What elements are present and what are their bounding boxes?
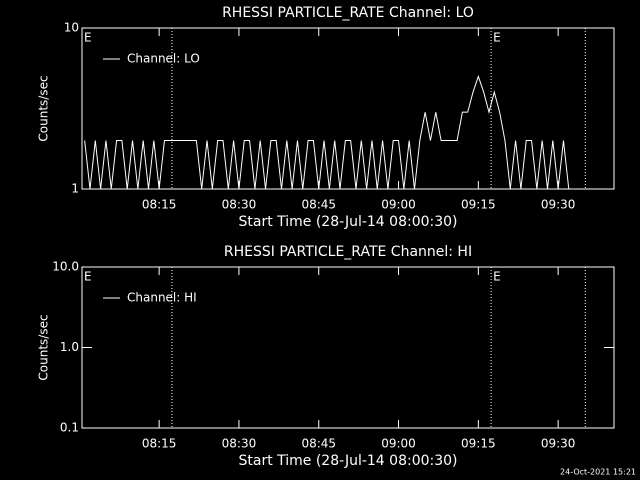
y-tick-label: 1.0 <box>60 340 79 354</box>
chart-title: RHESSI PARTICLE_RATE Channel: LO <box>222 5 474 21</box>
timestamp: 24-Oct-2021 15:21 <box>560 468 636 477</box>
x-tick-label: 09:00 <box>381 437 416 451</box>
x-tick-label: 08:15 <box>142 198 177 212</box>
plot-frame <box>81 27 615 190</box>
y-tick-label: 0.1 <box>60 421 79 435</box>
x-tick-label: 08:45 <box>301 198 336 212</box>
event-label: E <box>493 31 501 45</box>
x-tick-label: 08:45 <box>301 437 336 451</box>
y-axis-title: Counts/sec <box>37 314 51 380</box>
x-axis-title: Start Time (28-Jul-14 08:00:30) <box>238 453 457 469</box>
x-tick-label: 09:15 <box>461 437 496 451</box>
y-tick-label: 1 <box>71 182 79 196</box>
event-label: E <box>84 270 92 284</box>
y-tick-label: 10.0 <box>52 260 79 274</box>
x-tick-label: 09:00 <box>381 198 416 212</box>
event-label: E <box>84 31 92 45</box>
x-tick-label: 09:15 <box>461 198 496 212</box>
x-axis-title: Start Time (28-Jul-14 08:00:30) <box>238 214 457 230</box>
x-tick-label: 08:15 <box>142 437 177 451</box>
y-axis-title: Counts/sec <box>37 75 51 141</box>
x-tick-label: 08:30 <box>222 198 257 212</box>
legend-label: Channel: HI <box>127 291 197 305</box>
x-tick-label: 09:30 <box>541 437 576 451</box>
y-tick-label: 10 <box>64 21 79 35</box>
legend-label: Channel: LO <box>127 52 200 66</box>
data-line <box>84 74 570 190</box>
chart-title: RHESSI PARTICLE_RATE Channel: HI <box>224 244 472 260</box>
event-label: E <box>493 270 501 284</box>
x-tick-label: 08:30 <box>222 437 257 451</box>
x-tick-label: 09:30 <box>541 198 576 212</box>
